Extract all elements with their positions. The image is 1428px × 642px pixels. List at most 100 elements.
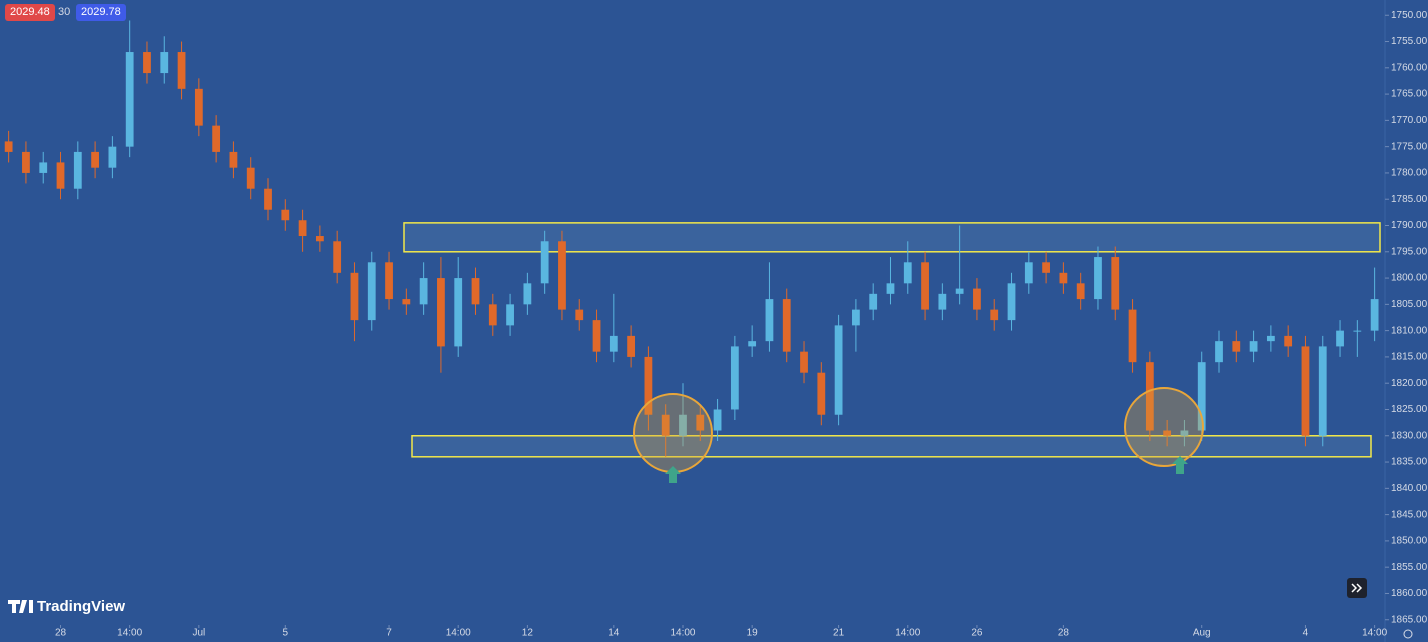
candle-body xyxy=(558,241,566,310)
x-tick-label: 21 xyxy=(833,628,845,639)
candle-body xyxy=(160,52,169,74)
candle-body xyxy=(212,125,221,152)
candle-body xyxy=(1353,330,1362,332)
candle-body xyxy=(609,335,618,352)
x-tick-label: 28 xyxy=(55,628,67,639)
candle-body xyxy=(679,414,687,436)
candle-body xyxy=(903,262,912,284)
candle-body xyxy=(1094,257,1102,300)
x-tick-label: Jul xyxy=(192,628,205,639)
y-tick-label: 1765.00 xyxy=(1391,89,1428,100)
y-tick-label: 1815.00 xyxy=(1391,352,1428,363)
candle-body xyxy=(834,325,843,415)
candle-body xyxy=(782,299,791,352)
candle-body xyxy=(955,288,964,294)
highlight-circle xyxy=(633,393,713,473)
candle-body xyxy=(385,262,393,300)
candle-body xyxy=(817,372,826,415)
y-tick-label: 1805.00 xyxy=(1391,299,1428,310)
candle-body xyxy=(1059,272,1068,284)
candle-body xyxy=(506,304,514,326)
candle-body xyxy=(281,209,290,221)
spread: 30 xyxy=(58,6,71,18)
candle-body xyxy=(973,288,981,310)
y-tick-label: 1790.00 xyxy=(1391,220,1428,231)
x-tick-label: 7 xyxy=(386,628,392,639)
scroll-icon[interactable] xyxy=(1351,583,1363,593)
candle-body xyxy=(194,88,203,126)
candle-body xyxy=(1163,430,1172,436)
candle-body xyxy=(402,299,411,305)
candle-body xyxy=(471,278,480,305)
candle-body xyxy=(852,309,860,326)
ask-badge[interactable]: 2029.78 xyxy=(76,4,126,21)
y-tick-label: 1850.00 xyxy=(1391,536,1428,547)
candle-body xyxy=(730,346,739,410)
candle-body xyxy=(4,141,13,152)
settings-icon[interactable] xyxy=(1403,629,1413,639)
candle-body xyxy=(488,304,497,326)
candle-body xyxy=(350,272,359,321)
candle-body xyxy=(1301,346,1310,436)
y-tick-label: 1770.00 xyxy=(1391,115,1428,126)
candle-body xyxy=(1370,299,1379,331)
zone xyxy=(411,435,1372,458)
y-tick-label: 1840.00 xyxy=(1391,483,1428,494)
candle-body xyxy=(1076,283,1085,300)
candle-body xyxy=(627,335,636,357)
x-tick-label: 14:00 xyxy=(446,628,471,639)
candle-body xyxy=(56,162,65,189)
candle-body xyxy=(125,52,134,147)
candle-body xyxy=(39,162,48,173)
candle-body xyxy=(229,151,238,168)
candle-body xyxy=(91,151,99,168)
candle-body xyxy=(419,278,428,305)
y-tick-label: 1830.00 xyxy=(1391,430,1428,441)
candle-body xyxy=(298,220,307,237)
candle-body xyxy=(938,293,947,310)
bid-badge[interactable]: 2029.48 xyxy=(5,4,55,21)
candle-body xyxy=(143,52,151,74)
y-tick-label: 1855.00 xyxy=(1391,562,1428,573)
candle-body xyxy=(1180,430,1189,436)
candle-body xyxy=(921,262,929,310)
candle-body xyxy=(1197,362,1206,431)
candle-body xyxy=(800,351,808,373)
candle-body xyxy=(1024,262,1033,284)
candle-body xyxy=(886,283,895,294)
candle-body xyxy=(108,146,117,168)
candle-body xyxy=(765,299,774,342)
candle-body xyxy=(437,278,445,347)
candle-body xyxy=(644,356,653,415)
candle-body xyxy=(1266,335,1275,342)
x-tick-label: 12 xyxy=(522,628,534,639)
y-tick-label: 1760.00 xyxy=(1391,62,1428,73)
candle-body xyxy=(748,341,757,347)
candle-body xyxy=(575,309,584,321)
candle-body xyxy=(1215,341,1223,363)
scroll-button[interactable] xyxy=(1347,578,1367,598)
y-tick-label: 1860.00 xyxy=(1391,588,1428,599)
x-tick-label: Aug xyxy=(1193,628,1211,639)
candle-body xyxy=(540,241,549,284)
y-tick-label: 1835.00 xyxy=(1391,457,1428,468)
y-tick-label: 1825.00 xyxy=(1391,404,1428,415)
candle-body xyxy=(1249,341,1258,352)
brand-name: TradingView xyxy=(37,598,125,615)
x-tick-label: 14 xyxy=(608,628,620,639)
x-tick-label: 26 xyxy=(971,628,983,639)
y-tick-label: 1865.00 xyxy=(1391,614,1428,625)
candle-body xyxy=(333,241,342,273)
logo xyxy=(8,600,33,613)
annotations xyxy=(633,387,1204,483)
highlight-circle xyxy=(1124,387,1204,467)
x-tick-label: 14:00 xyxy=(670,628,695,639)
x-tick-label: 5 xyxy=(283,628,289,639)
y-tick-label: 1755.00 xyxy=(1391,36,1428,47)
candle-body xyxy=(315,236,324,242)
candle-body xyxy=(73,151,82,189)
x-tick-label: 19 xyxy=(747,628,759,639)
candle-body xyxy=(990,309,999,321)
y-tick-label: 1800.00 xyxy=(1391,273,1428,284)
